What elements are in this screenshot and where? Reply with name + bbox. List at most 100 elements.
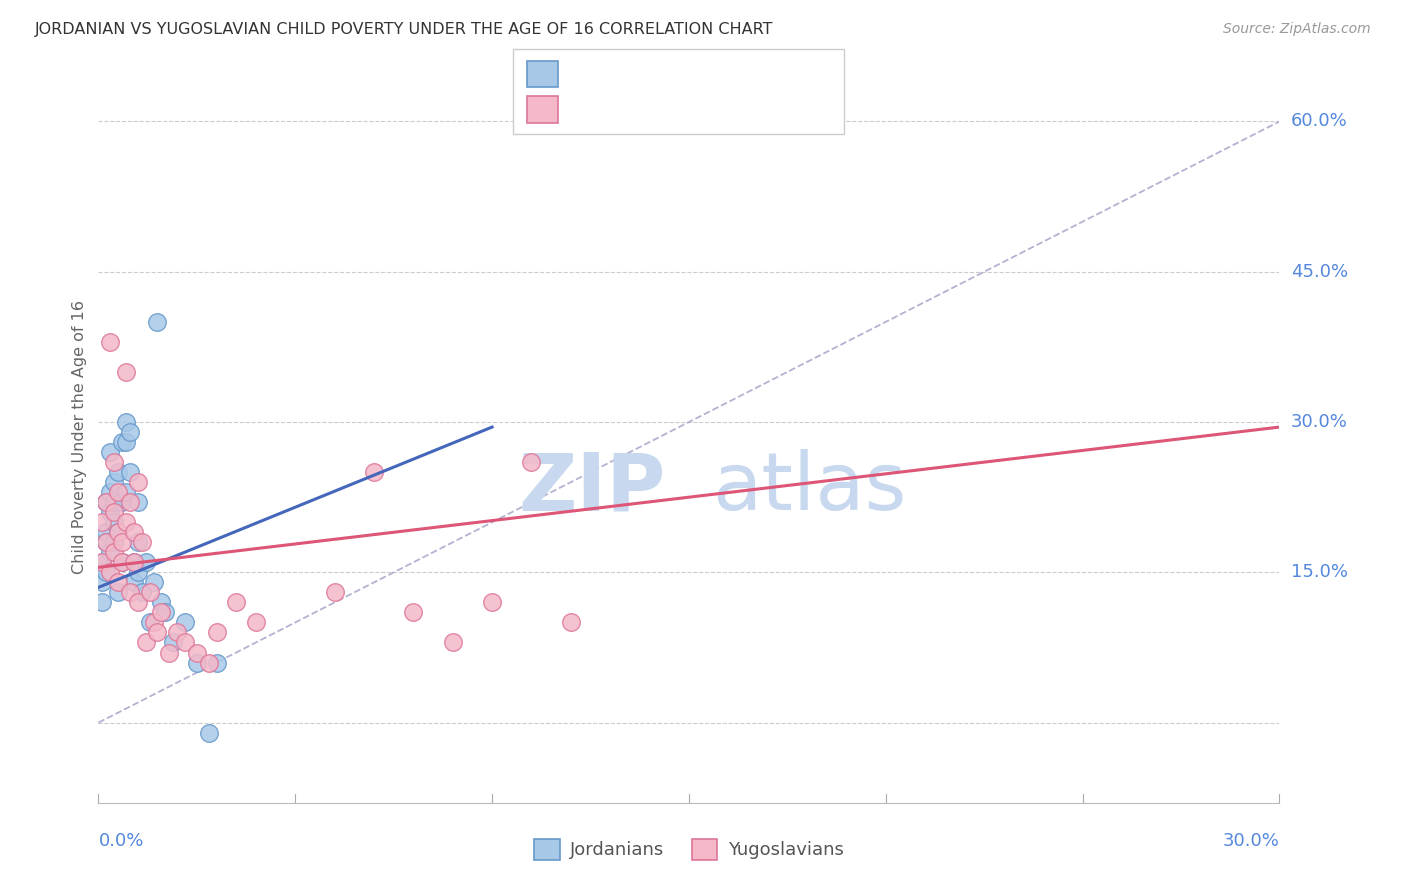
- Point: [122, 555, 145, 569]
- Point: [115, 435, 138, 450]
- Point: [115, 485, 138, 500]
- Point: [115, 415, 138, 429]
- Point: [107, 525, 129, 540]
- Point: [138, 585, 160, 599]
- Point: [96, 535, 118, 549]
- Point: [166, 625, 188, 640]
- Point: [96, 566, 118, 580]
- Point: [323, 585, 346, 599]
- Point: [174, 615, 197, 630]
- Point: [131, 535, 153, 549]
- Point: [127, 475, 149, 490]
- Text: 0.0%: 0.0%: [98, 832, 143, 850]
- Point: [142, 575, 165, 590]
- Point: [135, 555, 157, 569]
- Point: [131, 585, 153, 599]
- Point: [91, 555, 114, 569]
- Point: [91, 575, 114, 590]
- Point: [146, 625, 169, 640]
- Point: [103, 515, 125, 529]
- Point: [96, 495, 118, 509]
- Point: [98, 445, 121, 459]
- Point: [127, 535, 149, 549]
- Point: [103, 535, 125, 549]
- Point: [103, 475, 125, 490]
- Text: ZIP: ZIP: [517, 450, 665, 527]
- Point: [98, 545, 121, 559]
- Point: [138, 615, 160, 630]
- Point: [91, 515, 114, 529]
- Point: [91, 595, 114, 609]
- Point: [363, 465, 385, 479]
- Point: [146, 315, 169, 329]
- Point: [197, 725, 219, 739]
- Point: [560, 615, 582, 630]
- Point: [91, 555, 114, 569]
- Point: [103, 545, 125, 559]
- Point: [122, 555, 145, 569]
- Point: [118, 585, 141, 599]
- Text: 60.0%: 60.0%: [1291, 112, 1347, 130]
- Point: [96, 525, 118, 540]
- Text: 15.0%: 15.0%: [1291, 564, 1347, 582]
- Text: 45.0%: 45.0%: [1291, 263, 1348, 281]
- Point: [520, 455, 543, 469]
- Point: [107, 525, 129, 540]
- Point: [118, 465, 141, 479]
- Point: [186, 656, 208, 670]
- Point: [127, 495, 149, 509]
- Text: 30.0%: 30.0%: [1223, 832, 1279, 850]
- Point: [98, 334, 121, 349]
- Point: [155, 606, 177, 620]
- Point: [98, 566, 121, 580]
- Point: [103, 505, 125, 519]
- Point: [157, 646, 180, 660]
- Point: [107, 575, 129, 590]
- Point: [135, 635, 157, 649]
- Point: [118, 495, 141, 509]
- Point: [142, 615, 165, 630]
- Point: [111, 535, 134, 549]
- Point: [98, 505, 121, 519]
- Point: [205, 656, 228, 670]
- Point: [127, 595, 149, 609]
- Point: [197, 656, 219, 670]
- Legend: Jordanians, Yugoslavians: Jordanians, Yugoslavians: [527, 831, 851, 867]
- Point: [96, 535, 118, 549]
- Point: [111, 495, 134, 509]
- Point: [174, 635, 197, 649]
- Point: [111, 555, 134, 569]
- Point: [162, 635, 184, 649]
- Point: [186, 646, 208, 660]
- Point: [111, 435, 134, 450]
- Text: atlas: atlas: [713, 450, 907, 527]
- Point: [402, 606, 425, 620]
- Point: [107, 465, 129, 479]
- Point: [107, 485, 129, 500]
- Point: [122, 575, 145, 590]
- Point: [150, 595, 173, 609]
- Y-axis label: Child Poverty Under the Age of 16: Child Poverty Under the Age of 16: [72, 300, 87, 574]
- Point: [150, 606, 173, 620]
- Point: [111, 555, 134, 569]
- Text: R = 0.230   N = 43: R = 0.230 N = 43: [567, 101, 731, 119]
- Text: 30.0%: 30.0%: [1291, 413, 1347, 431]
- Point: [441, 635, 464, 649]
- Point: [225, 595, 247, 609]
- Text: R = 0.293   N = 43: R = 0.293 N = 43: [567, 65, 731, 83]
- Point: [103, 455, 125, 469]
- Point: [115, 365, 138, 379]
- Point: [107, 585, 129, 599]
- Point: [245, 615, 267, 630]
- Point: [103, 495, 125, 509]
- Text: Source: ZipAtlas.com: Source: ZipAtlas.com: [1223, 22, 1371, 37]
- Point: [96, 495, 118, 509]
- Point: [122, 525, 145, 540]
- Point: [118, 425, 141, 439]
- Point: [205, 625, 228, 640]
- Point: [98, 485, 121, 500]
- Point: [115, 515, 138, 529]
- Text: JORDANIAN VS YUGOSLAVIAN CHILD POVERTY UNDER THE AGE OF 16 CORRELATION CHART: JORDANIAN VS YUGOSLAVIAN CHILD POVERTY U…: [35, 22, 773, 37]
- Point: [481, 595, 503, 609]
- Point: [127, 566, 149, 580]
